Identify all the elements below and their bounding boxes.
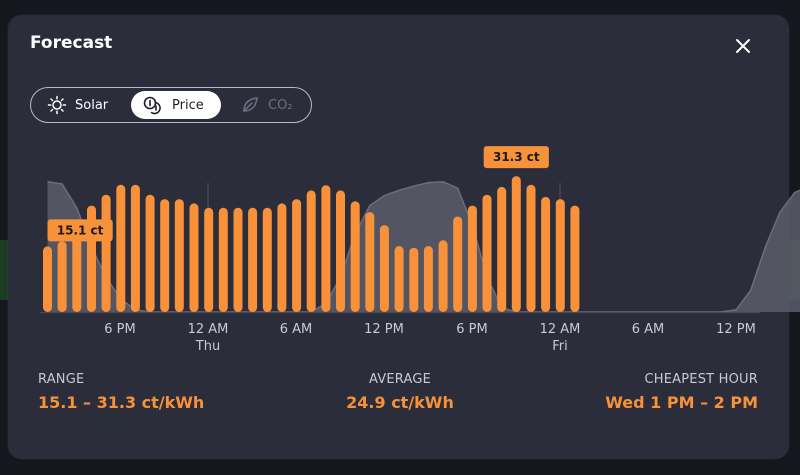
stat-range-label: RANGE — [38, 372, 85, 387]
stat-average-label: AVERAGE — [368, 372, 432, 387]
tab-co2[interactable]: CO₂ — [230, 91, 310, 119]
price-bar — [233, 207, 243, 312]
price-bar — [555, 199, 565, 312]
stat-cheapest-hour: CHEAPEST HOUR Wed 1 PM – 2 PM — [560, 372, 758, 412]
stat-average-value: 24.9 ct/kWh — [346, 393, 454, 412]
x-tick-label: 6 AM — [632, 322, 665, 337]
sun-icon — [47, 95, 67, 115]
price-bar — [189, 203, 199, 312]
tab-price-label: Price — [172, 97, 204, 113]
price-bar — [160, 199, 170, 312]
stat-average: AVERAGE 24.9 ct/kWh — [310, 372, 490, 412]
price-bar — [262, 207, 272, 312]
price-bar — [321, 185, 331, 312]
value-label-box — [47, 219, 113, 242]
stat-range: RANGE 15.1 – 31.3 ct/kWh — [38, 372, 204, 412]
price-bar — [497, 186, 507, 312]
stat-cheapest-label: CHEAPEST HOUR — [644, 372, 758, 387]
price-bar — [116, 184, 126, 312]
solar-forecast-area — [47, 181, 800, 312]
price-bar — [204, 207, 214, 312]
price-bar — [482, 194, 492, 312]
price-bar — [292, 199, 302, 312]
price-bar — [43, 246, 52, 312]
coins-icon — [143, 96, 161, 115]
price-bar — [467, 205, 477, 312]
value-label: 15.1 ct — [57, 223, 104, 237]
x-tick-label: 12 AM — [188, 322, 229, 337]
price-bar — [438, 240, 448, 312]
tab-solar[interactable]: Solar — [37, 91, 129, 119]
price-bar — [570, 205, 580, 312]
x-tick-label: 12 AM — [540, 322, 581, 337]
price-bar — [174, 199, 184, 312]
price-bar — [511, 176, 521, 312]
x-tick-label: 12 PM — [364, 322, 404, 337]
x-tick-label: 12 PM — [716, 322, 756, 337]
price-bar — [453, 216, 463, 312]
close-icon[interactable] — [732, 35, 754, 57]
price-bar — [57, 241, 67, 312]
value-label: 31.3 ct — [493, 150, 540, 164]
forecast-type-selector: Solar Price CO₂ — [30, 87, 312, 123]
price-bar — [365, 212, 375, 312]
x-tick-day-label: Fri — [552, 339, 568, 354]
price-bar — [101, 194, 111, 312]
x-tick-label: 6 PM — [104, 322, 135, 337]
price-bar — [145, 194, 155, 312]
price-bar — [379, 225, 389, 312]
x-tick-label: 6 AM — [280, 322, 313, 337]
price-bar — [248, 207, 258, 312]
x-tick-label: 6 PM — [456, 322, 487, 337]
price-bar — [394, 246, 404, 312]
price-bar — [526, 184, 536, 312]
price-bar — [350, 201, 360, 312]
leaf-icon — [243, 97, 258, 112]
dialog-title: Forecast — [30, 33, 113, 53]
x-tick-day-label: Thu — [195, 339, 220, 354]
stat-range-value: 15.1 – 31.3 ct/kWh — [38, 393, 205, 412]
tab-price[interactable]: Price — [131, 91, 221, 119]
price-bar — [277, 203, 287, 312]
price-bar — [409, 247, 419, 312]
price-bar — [72, 225, 82, 312]
stat-cheapest-value: Wed 1 PM – 2 PM — [605, 393, 758, 412]
price-bar — [423, 246, 433, 312]
price-bar — [336, 190, 345, 312]
price-bar — [541, 196, 551, 312]
price-bar — [306, 190, 316, 312]
price-bar — [218, 207, 228, 312]
value-label-box — [483, 146, 549, 169]
tab-solar-label: Solar — [75, 97, 109, 113]
price-bar — [130, 184, 140, 312]
tab-co2-label: CO₂ — [268, 97, 293, 113]
